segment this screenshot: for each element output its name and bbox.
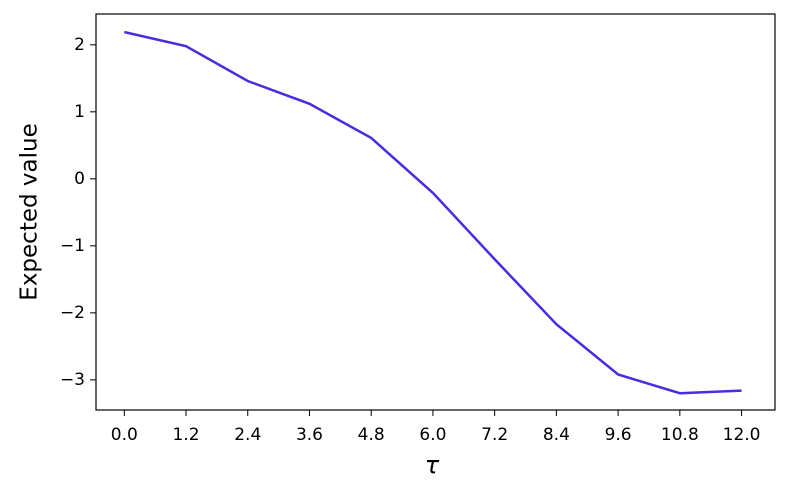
- data-line: [124, 30, 742, 395]
- plot-frame: [95, 13, 776, 411]
- x-tick-label: 2.4: [234, 425, 261, 445]
- y-tick-label: −2: [60, 303, 85, 323]
- x-tick-label: 3.6: [296, 425, 323, 445]
- x-tick-label: 12.0: [723, 425, 761, 445]
- x-tick-label: 6.0: [419, 425, 446, 445]
- x-tick-label: 1.2: [172, 425, 199, 445]
- y-tick-label: −1: [60, 236, 85, 256]
- x-tick-label: 4.8: [358, 425, 385, 445]
- y-tick-label: 0: [74, 169, 85, 189]
- y-axis-label: Expected value: [17, 123, 43, 300]
- x-axis-label: τ: [425, 451, 440, 479]
- y-tick-label: −3: [60, 370, 85, 390]
- x-tick-label: 7.2: [481, 425, 508, 445]
- x-tick-label: 8.4: [543, 425, 570, 445]
- x-tick-label: 10.8: [661, 425, 699, 445]
- x-tick-label: 0.0: [111, 425, 138, 445]
- x-tick-label: 9.6: [605, 425, 632, 445]
- y-tick-label: 1: [74, 102, 85, 122]
- y-tick-label: 2: [74, 35, 85, 55]
